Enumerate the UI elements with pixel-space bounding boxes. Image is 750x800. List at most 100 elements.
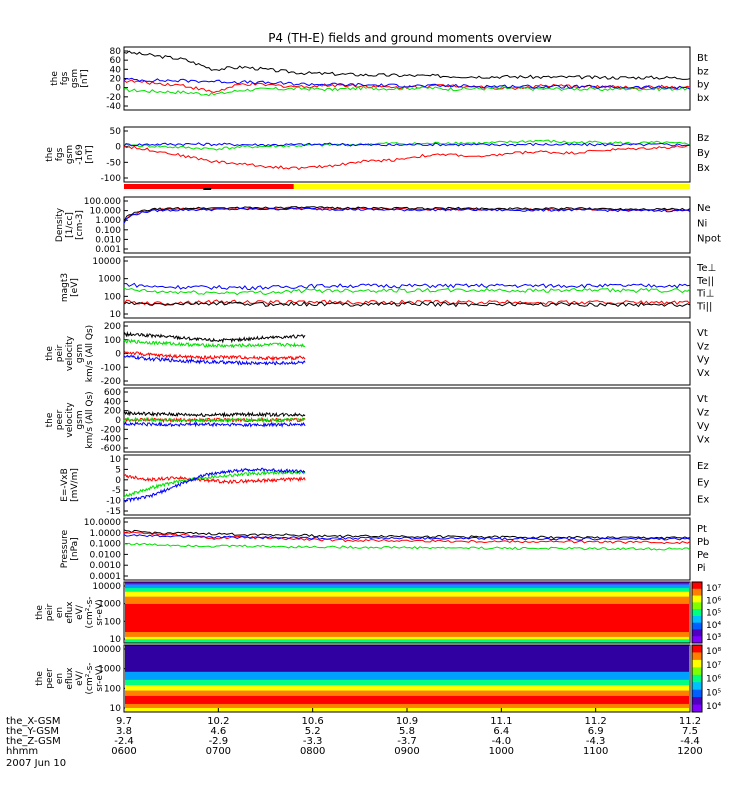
series-line-green (124, 85, 691, 97)
legend-entry: Ne (697, 203, 711, 214)
panel-frame (123, 126, 691, 183)
legend-entry: Vz (697, 408, 709, 419)
series-line-black (123, 206, 691, 222)
x-tick-y: 3.8 (116, 726, 132, 737)
series-line-red (123, 531, 691, 545)
x-tick-y: 5.8 (399, 726, 415, 737)
legend-entry: Vx (697, 368, 710, 379)
spectrogram-band (125, 588, 689, 593)
x-tick-x: 10.6 (302, 716, 324, 727)
y-tick-label: 100.000 (84, 197, 121, 207)
legend-entry: Pb (697, 537, 709, 548)
mode-bar-yellow (293, 184, 690, 189)
y-tick-label: 100 (104, 684, 121, 694)
y-axis-label: thepeervelocitygsmkm/s (All Qs) (45, 391, 95, 448)
x-tick-y: 6.4 (493, 726, 509, 737)
y-tick-label: 10000 (92, 257, 121, 267)
series-line-blue (123, 467, 306, 503)
x-row-label: the_Z-GSM (6, 736, 61, 747)
y-tick-label: -20 (106, 93, 121, 103)
colorbar-tick-label: 10⁶ (706, 596, 721, 606)
colorbar-segment (692, 652, 702, 661)
y-tick-label: 100 (104, 292, 121, 302)
panel-fgs169: 50 0 -50 -100 thefgsgsm-169[nT] Bz By Bx (45, 126, 710, 184)
y-axis-label: thepeirenefluxeV/(cm²-s-sr-eV) (35, 596, 105, 628)
y-tick-label: -5 (112, 486, 121, 496)
x-tick-z: -3.3 (303, 736, 323, 747)
colorbar-tick-label: 10⁸ (706, 647, 721, 657)
y-tick-label: 0.0001 (90, 572, 122, 582)
y-tick-label: -10 (106, 497, 121, 507)
x-tick-z: -4.3 (586, 736, 606, 747)
y-tick-label: 40 (110, 65, 122, 75)
series-line-green (123, 287, 691, 296)
panel-frame (123, 387, 691, 453)
date-label: 2007 Jun 10 (6, 758, 66, 769)
y-axis-label: E=-VxB[mV/m] (60, 468, 80, 502)
spectrogram-band (125, 591, 689, 598)
y-tick-label: -200 (101, 377, 122, 387)
y-tick-label: -40 (106, 102, 121, 112)
y-tick-label: 10 (110, 455, 122, 465)
spectrogram-band (125, 690, 689, 697)
x-tick-z: -4.0 (492, 736, 512, 747)
legend-entry: Bx (697, 163, 710, 174)
colorbar-tick-label: 10⁷ (706, 661, 721, 671)
x-tick-y: 5.2 (305, 726, 321, 737)
colorbar-segment (692, 645, 702, 653)
colorbar-tick-label: 10⁵ (706, 688, 721, 698)
x-tick-z: -2.4 (114, 736, 134, 747)
y-tick-label: -100 (101, 363, 122, 373)
y-tick-label: 10000 (92, 645, 121, 655)
mode-bar-red (124, 184, 294, 189)
x-tick-y: 7.5 (682, 726, 698, 737)
colorbar-segment (692, 582, 702, 590)
y-tick-label: 5 (115, 465, 121, 475)
x-tick-hhmm: 1100 (583, 746, 608, 757)
series-line-red (123, 416, 306, 424)
colorbar-frame (691, 581, 703, 644)
x-tick-hhmm: 0900 (394, 746, 419, 757)
legend-entry: Ti⊥ (696, 289, 714, 300)
spectrogram-band (125, 632, 689, 638)
spectrogram-band (125, 584, 689, 589)
colorbar-segment (692, 609, 702, 617)
panel-frame (123, 46, 691, 111)
colorbar-segment (692, 636, 702, 644)
x-tick-hhmm: 0700 (206, 746, 231, 757)
y-tick-label: 1.000 (95, 216, 121, 226)
legend-entry: Vy (697, 421, 710, 432)
x-tick-x: 11.1 (490, 716, 512, 727)
y-tick-label: 1000 (98, 665, 121, 675)
y-tick-label: 10 (110, 635, 122, 645)
colorbar-segment (692, 588, 702, 597)
spectrogram-band (125, 703, 689, 709)
legend-entry: Vx (697, 435, 710, 446)
series-line-blue (123, 534, 691, 541)
x-tick-z: -2.9 (209, 736, 229, 747)
colorbar-segment (692, 682, 702, 691)
x-tick-x: 11.2 (679, 716, 701, 727)
y-tick-label: 0.001 (95, 245, 121, 255)
spectrogram-band (125, 685, 689, 692)
y-tick-label: 200 (104, 322, 121, 332)
y-axis-label: Density[1/cc][cm-3] (55, 207, 85, 242)
colorbar-tick-label: 10⁷ (706, 584, 721, 594)
legend-entry: Bz (697, 133, 709, 144)
legend-entry: Te|| (696, 276, 714, 287)
spectrogram-band (125, 695, 689, 705)
legend-entry: bx (697, 93, 709, 104)
colorbar-segment (692, 689, 702, 698)
legend-entry: Vt (697, 394, 708, 405)
colorbar-segment (692, 629, 702, 637)
legend-entry: By (697, 148, 710, 159)
legend-entry: Pt (697, 524, 707, 535)
colorbar-segment (692, 615, 702, 624)
y-tick-label: 0.0100 (90, 550, 122, 560)
y-tick-label: 0.100 (95, 226, 121, 236)
x-tick-z: -4.4 (680, 736, 700, 747)
series-line-blue (123, 207, 691, 224)
legend-entry: Pi (697, 563, 706, 574)
mode-bar-marker (203, 188, 212, 190)
